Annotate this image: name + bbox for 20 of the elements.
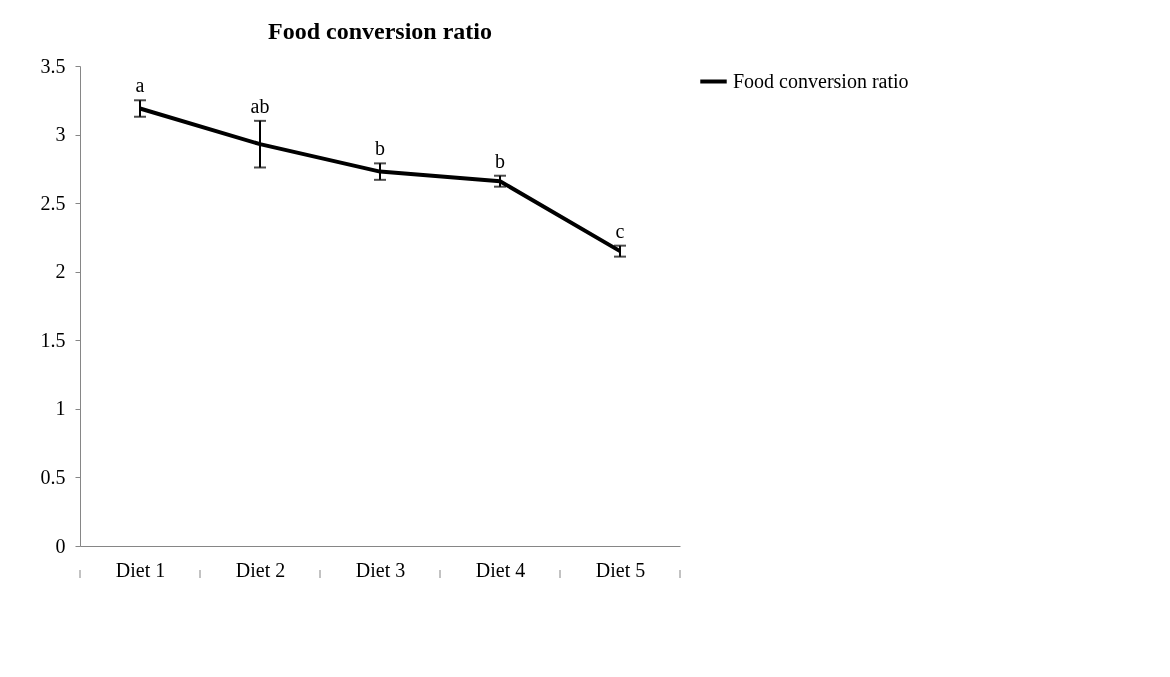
annotation: a	[135, 74, 145, 97]
y-tick-label: 1	[55, 397, 66, 420]
chart-title: Food conversion ratio	[268, 18, 492, 44]
y-tick-label: 1.5	[40, 328, 66, 351]
x-tick-label: Diet 5	[595, 558, 646, 581]
annotation: b	[495, 149, 505, 172]
y-tick-label: 2.5	[40, 191, 66, 214]
annotation: ab	[250, 94, 270, 117]
x-tick-label: Diet 2	[235, 558, 286, 581]
x-tick-label: Diet 4	[475, 558, 526, 581]
y-tick-label: 3	[55, 123, 66, 146]
y-tick-label: 0	[55, 534, 66, 557]
y-tick-label: 3.5	[40, 54, 66, 77]
annotation: c	[615, 219, 625, 242]
x-tick-label: Diet 3	[355, 558, 406, 581]
y-tick-label: 2	[55, 260, 66, 283]
y-tick-label: 0.5	[40, 465, 66, 488]
legend-label: Food conversion ratio	[733, 69, 909, 92]
annotation: b	[375, 137, 385, 160]
x-tick-label: Diet 1	[115, 558, 166, 581]
